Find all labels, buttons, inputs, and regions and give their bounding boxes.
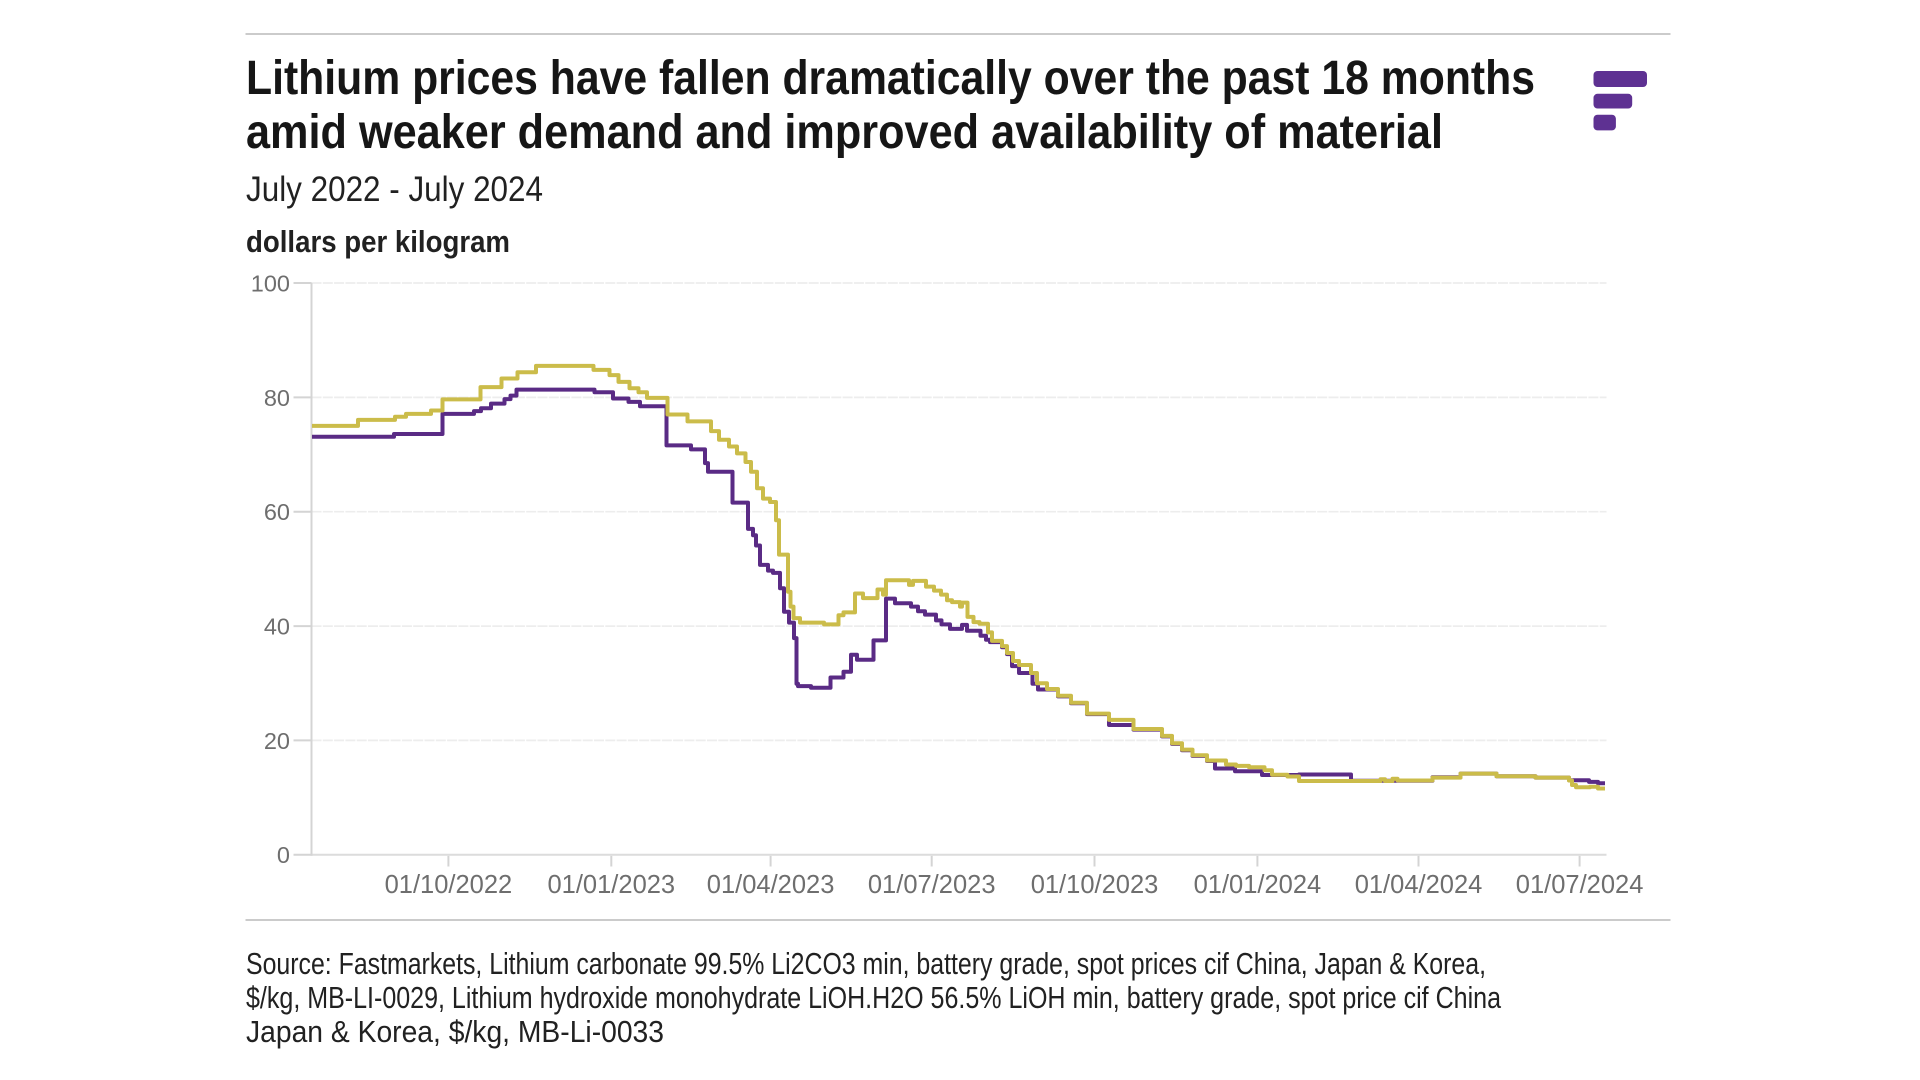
svg-text:80: 80: [264, 385, 290, 411]
svg-text:60: 60: [264, 499, 290, 525]
svg-text:July 2022 - July 2024: July 2022 - July 2024: [246, 170, 543, 209]
svg-text:40: 40: [264, 614, 290, 640]
svg-text:01/01/2024: 01/01/2024: [1194, 871, 1322, 899]
svg-text:$/kg, MB-LI-0029, Lithium hydr: $/kg, MB-LI-0029, Lithium hydroxide mono…: [246, 981, 1501, 1015]
svg-text:100: 100: [251, 270, 290, 296]
svg-text:dollars per kilogram: dollars per kilogram: [246, 224, 510, 259]
svg-text:01/10/2023: 01/10/2023: [1031, 871, 1159, 899]
svg-text:01/01/2023: 01/01/2023: [547, 871, 675, 899]
svg-text:01/10/2022: 01/10/2022: [385, 871, 513, 899]
svg-text:Lithium prices have fallen dra: Lithium prices have fallen dramatically …: [246, 52, 1535, 105]
svg-text:01/07/2024: 01/07/2024: [1516, 871, 1644, 899]
svg-text:01/07/2023: 01/07/2023: [868, 871, 996, 899]
svg-text:Japan & Korea, $/kg, MB-Li-003: Japan & Korea, $/kg, MB-Li-0033: [246, 1015, 664, 1049]
svg-text:01/04/2024: 01/04/2024: [1355, 871, 1483, 899]
svg-text:20: 20: [264, 728, 290, 754]
svg-text:0: 0: [277, 842, 290, 868]
svg-text:amid weaker demand and improve: amid weaker demand and improved availabi…: [246, 106, 1443, 159]
svg-text:Source: Fastmarkets, Lithium c: Source: Fastmarkets, Lithium carbonate 9…: [246, 947, 1486, 981]
svg-text:01/04/2023: 01/04/2023: [707, 871, 835, 899]
